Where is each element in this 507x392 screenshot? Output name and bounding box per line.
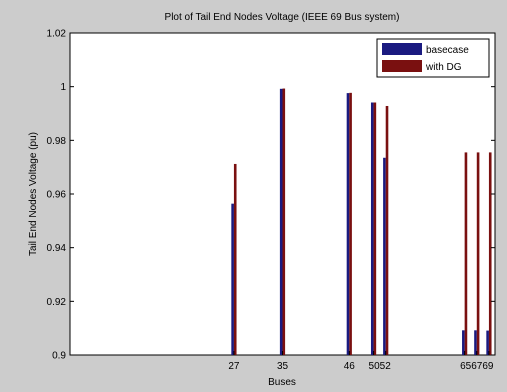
x-axis-ticks: 27 35 46 5052 656769 [228, 351, 494, 372]
bar-basecase-bus-69 [486, 330, 489, 355]
y-tick-label: 0.9 [52, 351, 66, 362]
y-tick-label: 0.94 [47, 243, 67, 254]
legend-swatch-basecase [382, 43, 422, 55]
legend-label-basecase: basecase [426, 45, 469, 56]
bar-with-dg-bus-65 [464, 152, 468, 355]
bar-basecase-bus-50 [370, 102, 374, 355]
x-tick-label: 35 [277, 361, 289, 372]
chart-title: Plot of Tail End Nodes Voltage (IEEE 69 … [165, 12, 400, 23]
x-tick-label: 46 [344, 361, 356, 372]
y-axis-label: Tail End Nodes Voltage (pu) [28, 132, 39, 256]
bar-with-dg-bus-67 [476, 152, 480, 355]
legend: basecase with DG [376, 38, 490, 78]
bar-basecase-bus-65 [462, 330, 465, 355]
y-axis-ticks: 0.9 0.92 0.94 0.96 0.98 1 1.02 [47, 29, 495, 362]
y-tick-label: 0.92 [47, 297, 67, 308]
bar-with-dg-bus-46 [349, 92, 352, 356]
y-tick-label: 0.96 [47, 190, 67, 201]
bar-basecase-bus-67 [474, 330, 477, 355]
y-tick-label: 1 [60, 82, 66, 93]
y-tick-label: 0.98 [47, 136, 67, 147]
bar-with-dg-bus-27 [233, 163, 237, 355]
legend-swatch-with-dg [382, 60, 422, 72]
y-tick-label: 1.02 [47, 29, 67, 40]
x-tick-label: 5052 [369, 361, 392, 372]
bar-basecase-bus-52 [383, 157, 386, 355]
x-tick-label: 27 [228, 361, 240, 372]
bar-basecase-bus-27 [231, 203, 234, 355]
bar-basecase-bus-35 [279, 88, 283, 356]
bar-with-dg-bus-50 [373, 102, 377, 355]
legend-label-with-dg: with DG [425, 62, 462, 73]
bar-with-dg-bus-35 [282, 88, 286, 356]
bars-group [231, 88, 492, 356]
bar-with-dg-bus-69 [488, 152, 492, 355]
x-axis-label: Buses [268, 377, 296, 388]
bar-basecase-bus-46 [346, 93, 350, 356]
bar-with-dg-bus-52 [385, 105, 389, 355]
x-tick-label: 656769 [460, 361, 494, 372]
